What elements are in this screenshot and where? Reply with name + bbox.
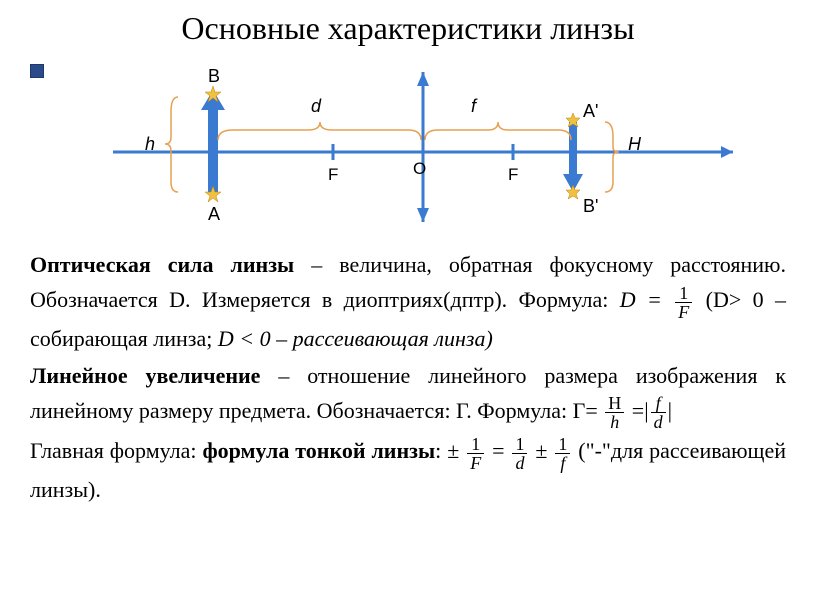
- label-B: В: [208, 66, 220, 86]
- term-thin-lens: формула тонкой линзы: [202, 438, 435, 463]
- diagram-container: В А А' В' h H d f О F F: [30, 52, 786, 232]
- paragraph-magnification: Линейное увеличение – отношение линейног…: [30, 358, 786, 432]
- label-F2: F: [508, 165, 518, 184]
- term-optical-power: Оптическая сила линзы: [30, 252, 294, 277]
- fraction-H-h: Hh: [605, 394, 624, 431]
- fraction-1-d: 1d: [512, 435, 527, 472]
- fraction-1-F-2: 1F: [467, 435, 484, 472]
- paragraph-optical-power: Оптическая сила линзы – величина, обратн…: [30, 247, 786, 356]
- label-Bprime: В': [583, 196, 598, 216]
- label-h: h: [145, 134, 155, 154]
- label-H: H: [628, 134, 642, 154]
- page-title: Основные характеристики линзы: [30, 10, 786, 47]
- fraction-f-d: fd: [651, 394, 666, 431]
- lens-diagram: В А А' В' h H d f О F F: [73, 52, 773, 232]
- label-f: f: [471, 96, 478, 116]
- bullet-icon: [30, 64, 44, 78]
- paragraph-thin-lens: Главная формула: формула тонкой линзы: ±…: [30, 433, 786, 507]
- fraction-1-f: 1f: [555, 435, 570, 472]
- label-O: О: [413, 159, 426, 178]
- fraction-1-F: 1F: [675, 284, 692, 321]
- text-content: Оптическая сила линзы – величина, обратн…: [30, 247, 786, 507]
- label-A: А: [208, 204, 220, 224]
- label-d: d: [311, 96, 322, 116]
- label-Aprime: А': [583, 101, 598, 121]
- term-magnification: Линейное увеличение: [30, 363, 260, 388]
- label-F1: F: [328, 165, 338, 184]
